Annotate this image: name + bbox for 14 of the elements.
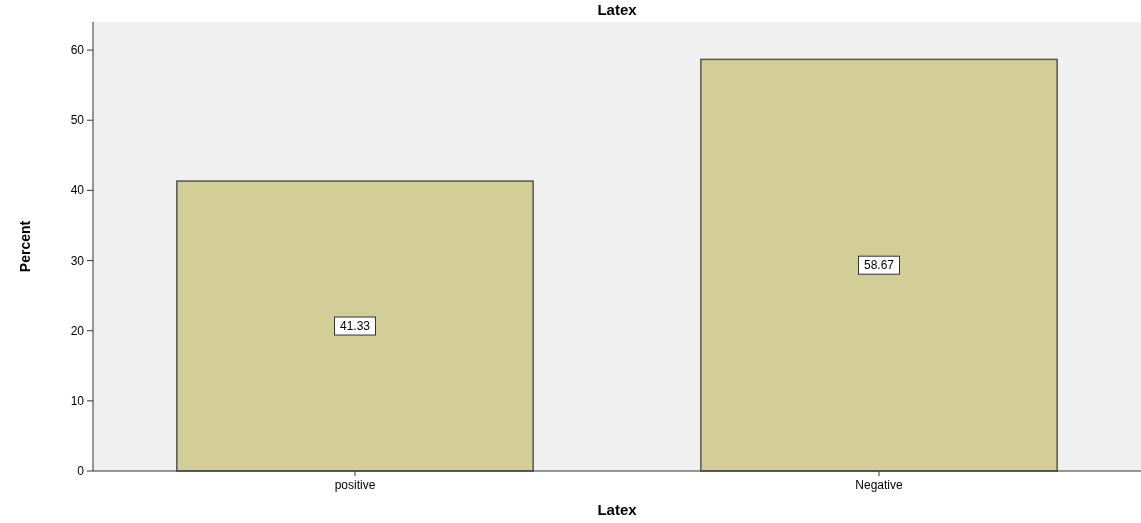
data-label: 41.33 xyxy=(339,319,371,334)
y-tick-label: 30 xyxy=(70,253,85,268)
y-tick-label: 40 xyxy=(70,183,85,198)
x-axis-title: Latex xyxy=(597,501,638,518)
data-label: 58.67 xyxy=(863,258,895,273)
y-tick-label: 0 xyxy=(77,464,85,478)
y-tick-label: 50 xyxy=(70,113,85,128)
y-tick-label: 60 xyxy=(70,43,85,58)
y-axis-title: Percent xyxy=(17,220,33,273)
x-tick-label: positive xyxy=(334,478,376,492)
y-tick-label: 10 xyxy=(70,393,85,408)
chart-title: Latex xyxy=(597,1,638,18)
y-tick-label: 20 xyxy=(70,323,85,338)
x-tick-label: Negative xyxy=(855,478,903,492)
